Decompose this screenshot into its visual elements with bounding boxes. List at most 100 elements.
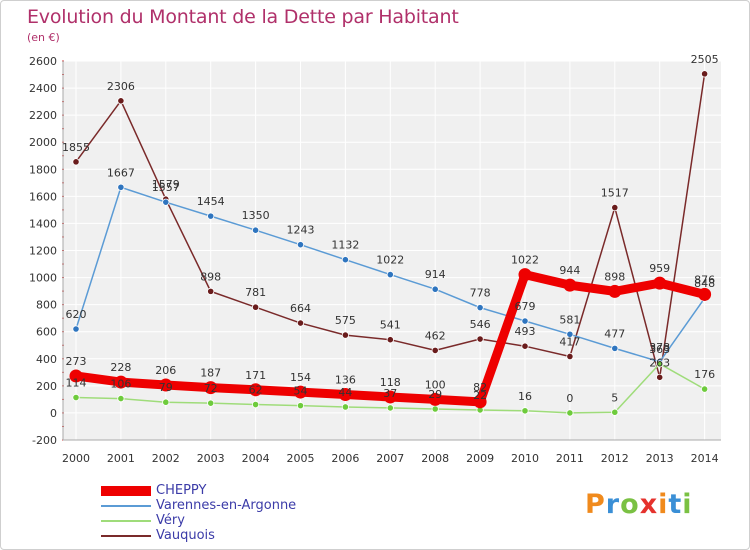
data-point <box>341 403 349 411</box>
data-label: 82 <box>473 381 487 394</box>
data-label: 136 <box>335 374 356 387</box>
data-label: 546 <box>470 318 491 331</box>
legend-label: Vauquois <box>156 528 215 543</box>
legend-swatch <box>101 485 151 496</box>
data-point <box>521 342 529 350</box>
data-point <box>431 346 439 354</box>
legend-label: Véry <box>156 513 185 528</box>
x-tick-label: 2004 <box>242 452 270 465</box>
data-label: 37 <box>383 387 397 400</box>
data-label: 72 <box>204 382 218 395</box>
data-label: 62 <box>249 384 263 397</box>
data-point <box>700 385 709 393</box>
data-label: 263 <box>649 356 670 369</box>
legend-item-cheppy: CHEPPY <box>101 483 296 498</box>
y-tick-label: 400 <box>36 353 57 366</box>
data-label: 1517 <box>601 187 629 200</box>
logo-letter: o <box>620 489 640 520</box>
y-tick-label: 1800 <box>29 163 57 176</box>
y-tick-label: -200 <box>32 434 57 447</box>
logo-letter: x <box>639 489 659 520</box>
legend-label: Varennes-en-Argonne <box>156 498 297 513</box>
data-label: 778 <box>470 287 491 300</box>
data-label: 118 <box>380 376 401 389</box>
data-point <box>207 399 215 407</box>
chart-subtitle: (en €) <box>27 31 60 44</box>
y-tick-label: 200 <box>36 380 57 393</box>
data-point <box>428 392 442 406</box>
data-label: 29 <box>428 388 442 401</box>
data-point <box>114 375 128 389</box>
data-label: 378 <box>649 341 670 354</box>
data-point <box>252 226 260 234</box>
legend-label: CHEPPY <box>156 483 207 498</box>
x-tick-label: 2011 <box>556 452 584 465</box>
y-tick-label: 0 <box>50 407 57 420</box>
data-point <box>207 287 215 295</box>
x-tick-label: 2007 <box>376 452 404 465</box>
x-tick-label: 2003 <box>197 452 225 465</box>
y-tick-label: 2000 <box>29 136 57 149</box>
data-label: 100 <box>425 378 446 391</box>
data-point <box>473 395 487 409</box>
logo-letter: P <box>585 489 606 520</box>
logo-letter: r <box>605 489 621 520</box>
data-label: 363 <box>649 343 670 356</box>
data-label: 0 <box>566 392 573 405</box>
data-label: 1855 <box>62 141 90 154</box>
data-label: 44 <box>338 386 352 399</box>
data-label: 187 <box>200 367 221 380</box>
data-point <box>162 398 170 406</box>
data-point <box>386 336 394 344</box>
data-point <box>338 388 352 402</box>
data-label: 1579 <box>152 178 180 191</box>
data-label: 417 <box>559 335 580 348</box>
data-label: 16 <box>518 390 532 403</box>
data-point <box>383 390 397 404</box>
chart-title: Evolution du Montant de la Dette par Hab… <box>27 6 459 28</box>
data-point <box>611 203 619 212</box>
proxiti-logo: Proxiti <box>585 489 693 520</box>
y-tick-label: 1000 <box>29 272 57 285</box>
data-point <box>700 70 709 78</box>
x-tick-label: 2000 <box>62 452 90 465</box>
data-label: 1132 <box>331 239 359 252</box>
data-label: 228 <box>110 361 131 374</box>
logo-letter: t <box>668 489 683 520</box>
data-label: 1454 <box>197 195 225 208</box>
x-tick-label: 2002 <box>152 452 180 465</box>
data-point <box>521 407 529 415</box>
data-label: 176 <box>694 368 715 381</box>
data-point <box>476 304 484 312</box>
data-label: 679 <box>515 300 536 313</box>
data-label: 914 <box>425 268 446 281</box>
data-point <box>521 317 529 325</box>
data-point <box>69 369 83 383</box>
data-point <box>341 331 349 339</box>
data-point <box>252 400 260 409</box>
data-point <box>698 287 712 301</box>
data-point <box>117 97 125 105</box>
legend-item-varennes: Varennes-en-Argonne <box>101 498 296 513</box>
data-label: 1350 <box>242 209 270 222</box>
data-label: 154 <box>290 371 311 384</box>
data-label: 876 <box>694 273 715 286</box>
data-label: 5 <box>611 391 618 404</box>
legend-swatch <box>101 504 151 507</box>
x-tick-label: 2005 <box>287 452 315 465</box>
data-point <box>611 344 619 352</box>
data-label: 959 <box>649 262 670 275</box>
data-point <box>566 330 574 338</box>
x-tick-label: 2009 <box>466 452 494 465</box>
data-point <box>566 352 574 361</box>
data-point <box>117 183 125 191</box>
y-tick-label: 1200 <box>29 245 57 258</box>
data-point <box>249 383 263 397</box>
data-point <box>296 319 305 327</box>
x-tick-label: 2008 <box>421 452 449 465</box>
data-label: 581 <box>559 313 580 326</box>
data-point <box>296 241 305 249</box>
data-label: 22 <box>473 389 487 402</box>
data-label: 944 <box>559 264 580 277</box>
